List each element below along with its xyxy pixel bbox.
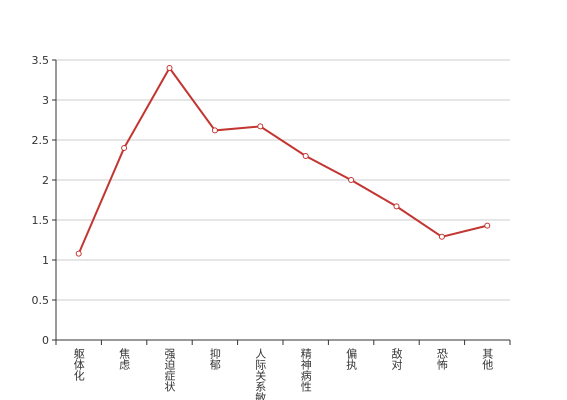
point xyxy=(484,222,491,229)
point xyxy=(302,153,309,159)
point xyxy=(438,233,445,240)
x-tick-label: 恐怖 xyxy=(435,348,448,370)
y-tick-label: 2 xyxy=(42,174,49,187)
x-tick-label: 其他 xyxy=(481,348,494,370)
x-tick-label: 焦虑 xyxy=(118,348,131,370)
point xyxy=(257,123,264,130)
y-tick-label: 3.5 xyxy=(32,54,50,67)
point xyxy=(166,65,173,71)
y-tick-label: 3 xyxy=(42,94,49,107)
point xyxy=(348,177,355,183)
x-tick-label: 强迫症状 xyxy=(163,348,176,392)
x-tick-label: 抑郁 xyxy=(208,347,221,370)
y-tick-label: 2.5 xyxy=(32,134,50,147)
point xyxy=(393,203,400,210)
x-tick-label: 躯体化 xyxy=(72,348,85,382)
point xyxy=(121,145,128,151)
x-tick-label: 敌对 xyxy=(390,347,403,370)
point xyxy=(211,127,218,134)
y-tick-label: 0 xyxy=(42,334,49,347)
line xyxy=(77,66,488,254)
y-tick-label: 1.5 xyxy=(32,214,50,227)
y-tick-label: 1 xyxy=(42,254,49,267)
x-tick-label: 人际关系敏感 xyxy=(254,348,267,400)
point xyxy=(75,250,82,257)
y-tick-label: 0.5 xyxy=(32,294,50,307)
x-tick-label: 精神病性 xyxy=(299,348,312,393)
x-tick-label: 偏执 xyxy=(345,347,358,371)
